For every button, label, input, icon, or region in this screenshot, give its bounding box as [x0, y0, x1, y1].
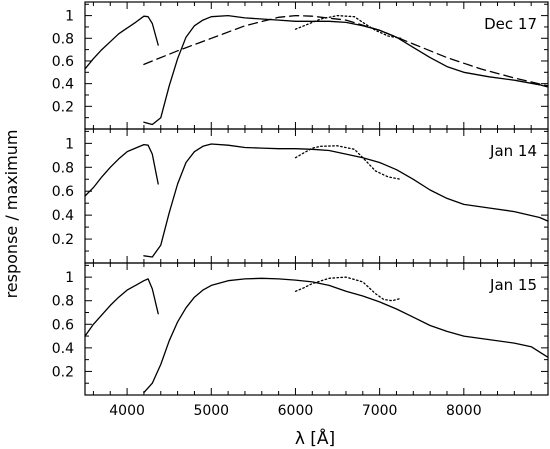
x-axis-tick-labels: 4000 5000 6000 7000 8000	[109, 403, 481, 419]
panel-2: 0.2 0.4 0.6 0.8 1 Jan 14	[52, 128, 549, 264]
panel-2-date-label: Jan 14	[489, 142, 537, 160]
panel-2-y-tick-label: 0.6	[52, 184, 74, 200]
panel-1-y-tick-label: 1	[65, 9, 74, 25]
chart-panels: 0.20.40.60.81 Dec 170.20.40.60.81 Jan 140.…	[52, 1, 549, 396]
panel-3: 0.2 0.4 0.6 0.8 1 Jan 15	[52, 262, 549, 396]
panel-3-y-tick-label: 0.8	[52, 294, 74, 310]
panel-3-y-tick-label: 1	[65, 270, 74, 286]
panel-3-y-tick-label: 0.2	[52, 364, 74, 380]
panel-1-date-label: Dec 17	[484, 15, 537, 33]
x-tick-label: 4000	[109, 403, 145, 419]
panel-1-y-tick-label: 0.6	[52, 54, 74, 70]
panel-3-y-tick-label: 0.6	[52, 317, 74, 333]
panel-1-y-tick-label: 0.4	[52, 77, 74, 93]
x-tick-label: 5000	[193, 403, 229, 419]
panel-2-series-3-dotted-line	[294, 145, 402, 180]
x-tick-label: 6000	[278, 403, 314, 419]
panel-2-y-tick-label: 0.2	[52, 232, 74, 248]
panel-2-series-2-solid-line	[143, 143, 549, 258]
panel-3-date-label: Jan 15	[489, 276, 537, 294]
panel-1-series-4-dotted-line	[294, 14, 402, 39]
panel-2-y-tick-label: 1	[65, 136, 74, 152]
panel-1-series-3-dashed-line	[143, 14, 549, 87]
panel-1-series-1-solid-line	[84, 15, 159, 70]
panel-1-series-2-solid-line	[143, 14, 549, 126]
panel-3-y-tick-label: 0.4	[52, 341, 74, 357]
panel-2-series-1-solid-line	[84, 143, 159, 197]
panel-3-series-1-solid-line	[84, 278, 159, 337]
panel-2-y-tick-label: 0.8	[52, 160, 74, 176]
x-tick-label: 8000	[446, 403, 482, 419]
panel-1-y-tick-label: 0.8	[52, 31, 74, 47]
panel-3-series-2-solid-line	[143, 277, 549, 394]
x-tick-label: 7000	[362, 403, 398, 419]
panel-2-y-tick-label: 0.4	[52, 208, 74, 224]
panel-3-frame	[84, 262, 549, 396]
panel-1-y-tick-label: 0.2	[52, 99, 74, 115]
panel-3-series-3-dotted-line	[294, 276, 402, 302]
x-axis-label: λ [Å]	[295, 427, 335, 449]
y-axis-label: response / maximum	[2, 130, 21, 299]
panel-1: 0.2 0.4 0.6 0.8 1 Dec 17	[52, 1, 549, 130]
